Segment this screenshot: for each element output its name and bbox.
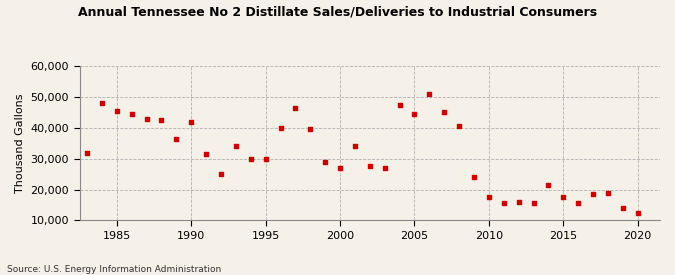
Point <box>409 112 420 116</box>
Point <box>141 116 152 121</box>
Point <box>200 152 211 156</box>
Point <box>171 136 182 141</box>
Point <box>350 144 360 148</box>
Point <box>603 190 614 195</box>
Point <box>261 156 271 161</box>
Point <box>97 101 107 105</box>
Text: Source: U.S. Energy Information Administration: Source: U.S. Energy Information Administ… <box>7 265 221 274</box>
Point <box>439 110 450 115</box>
Point <box>364 164 375 169</box>
Point <box>290 106 301 110</box>
Point <box>156 118 167 122</box>
Point <box>394 103 405 107</box>
Point <box>588 192 599 196</box>
Point <box>275 126 286 130</box>
Point <box>305 127 316 132</box>
Point <box>454 124 464 128</box>
Y-axis label: Thousand Gallons: Thousand Gallons <box>15 94 25 193</box>
Point <box>82 150 92 155</box>
Point <box>498 201 509 206</box>
Text: Annual Tennessee No 2 Distillate Sales/Deliveries to Industrial Consumers: Annual Tennessee No 2 Distillate Sales/D… <box>78 6 597 18</box>
Point <box>126 112 137 116</box>
Point <box>111 109 122 113</box>
Point <box>513 200 524 204</box>
Point <box>483 195 494 199</box>
Point <box>335 166 346 170</box>
Point <box>618 206 628 210</box>
Point <box>215 172 226 176</box>
Point <box>230 144 241 148</box>
Point <box>543 183 554 187</box>
Point <box>424 92 435 96</box>
Point <box>379 166 390 170</box>
Point <box>528 201 539 206</box>
Point <box>320 160 331 164</box>
Point <box>632 210 643 215</box>
Point <box>558 195 568 199</box>
Point <box>245 156 256 161</box>
Point <box>468 175 479 179</box>
Point <box>573 201 584 206</box>
Point <box>186 120 196 124</box>
